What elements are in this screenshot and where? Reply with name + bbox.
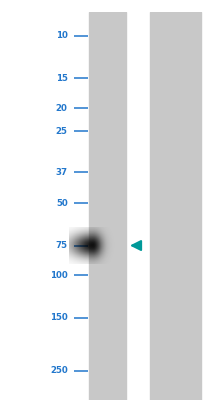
Text: 20: 20	[55, 104, 67, 112]
Text: 25: 25	[55, 127, 67, 136]
Text: 75: 75	[55, 241, 67, 250]
Text: 50: 50	[56, 199, 67, 208]
Text: 250: 250	[50, 366, 67, 375]
Text: 37: 37	[55, 168, 67, 176]
Bar	[89, 12, 125, 400]
Text: 100: 100	[50, 271, 67, 280]
Bar	[149, 12, 200, 400]
Text: 15: 15	[55, 74, 67, 83]
Text: 150: 150	[50, 313, 67, 322]
Text: 10: 10	[55, 32, 67, 40]
